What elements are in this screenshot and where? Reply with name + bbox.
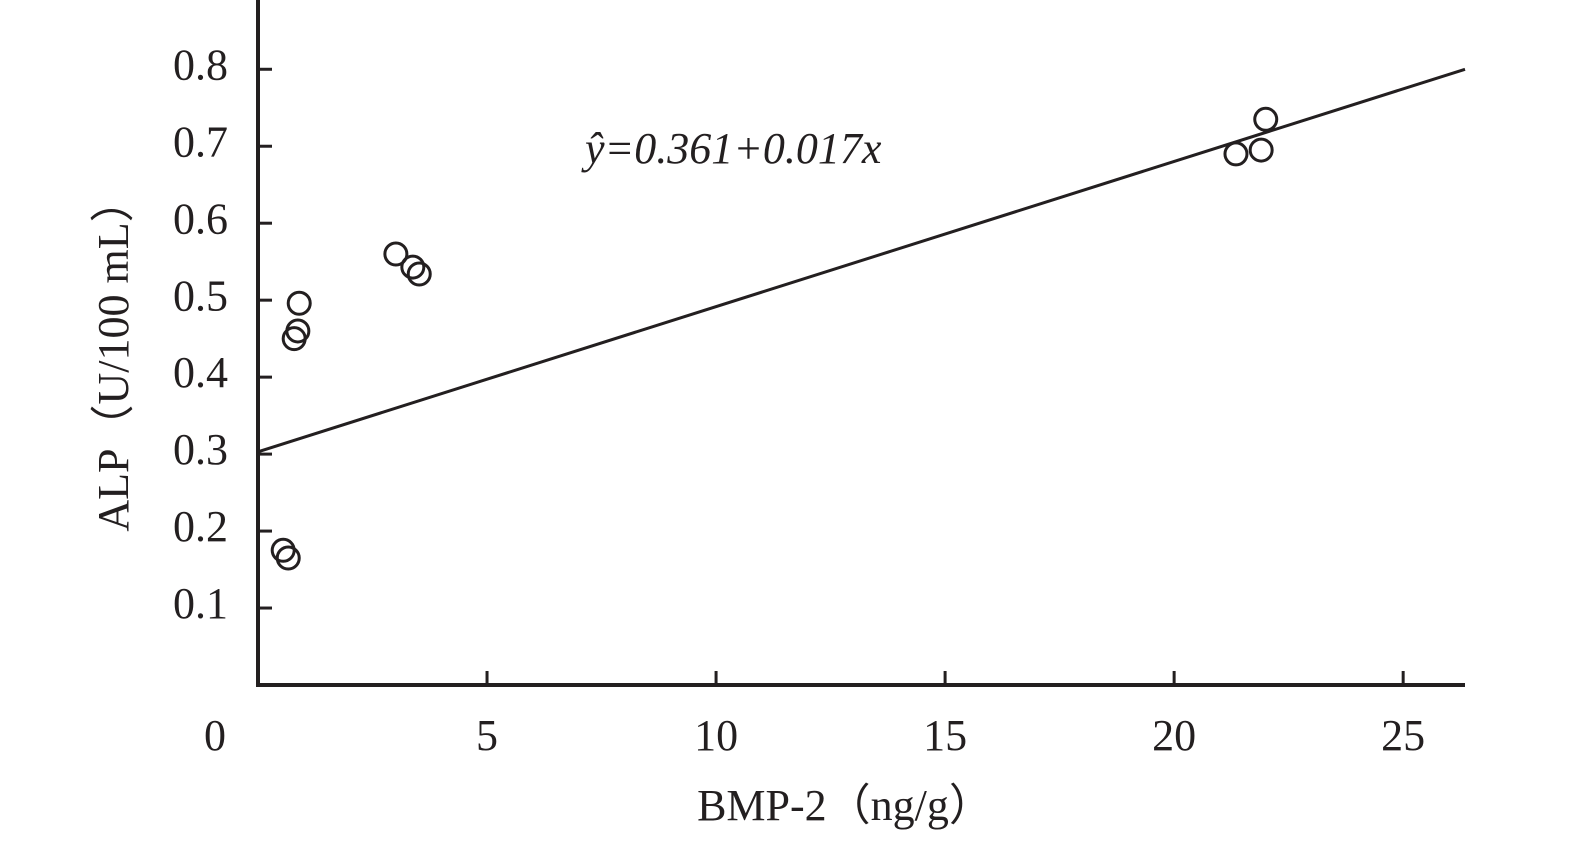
y-tick-label: 0.5 (173, 271, 228, 320)
x-tick-label: 10 (694, 711, 738, 760)
point (1223, 141, 1249, 167)
point (1248, 137, 1274, 163)
y-tick-label: 0.3 (173, 425, 228, 474)
y-tick-label: 0.8 (173, 40, 228, 89)
point (383, 241, 409, 267)
y-tick-label: 0.4 (173, 348, 228, 397)
point (270, 537, 296, 563)
y-axis-label: ALP（U/100 mL） (89, 178, 138, 531)
fit-line (257, 67, 1466, 454)
x-tick-label: 25 (1381, 711, 1425, 760)
point (285, 318, 311, 344)
y-tick-label: 0.7 (173, 117, 228, 166)
point (275, 545, 301, 571)
point (400, 254, 426, 280)
x-tick-label: 5 (476, 711, 498, 760)
y-tick-label: 0.1 (173, 579, 228, 628)
x-axis-label: BMP-2（ng/g） (697, 781, 993, 830)
y-tick-label: 0.6 (173, 194, 228, 243)
point (406, 261, 432, 287)
x-tick-label: 15 (923, 711, 967, 760)
point (286, 290, 312, 316)
point (1253, 106, 1279, 132)
y-tick-label: 0.2 (173, 502, 228, 551)
x-tick-label: 20 (1152, 711, 1196, 760)
x-tick-label: 0 (204, 711, 226, 760)
equation: ŷ=0.361+0.017x (581, 124, 882, 173)
